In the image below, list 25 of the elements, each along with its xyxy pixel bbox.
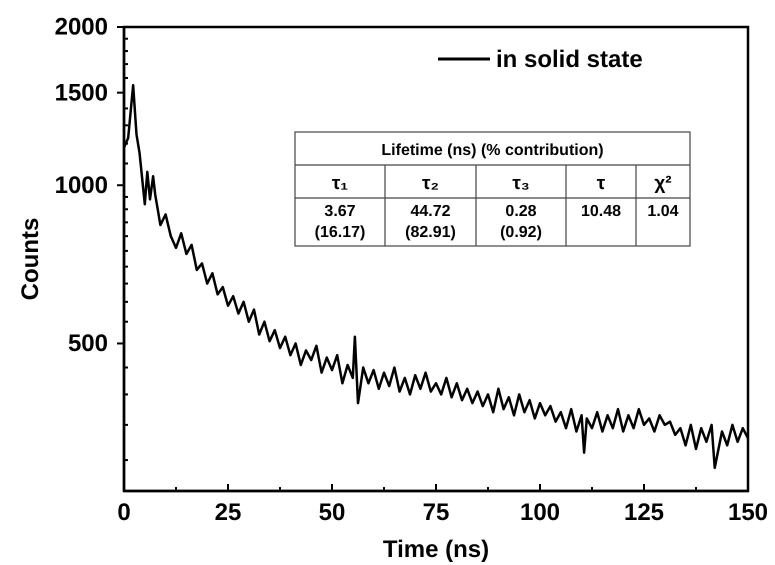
x-axis-title: Time (ns) <box>382 536 490 563</box>
legend-label: in solid state <box>496 46 643 73</box>
y-axis-title: Counts <box>17 218 44 300</box>
x-tick-label: 100 <box>520 499 560 526</box>
annotation: τ₃ <box>512 173 530 194</box>
annotation: 3.67 (16.17) <box>314 203 366 241</box>
annotation: τ₂ <box>422 173 439 194</box>
annotation: τ₁ <box>332 173 348 194</box>
x-tick-label: 150 <box>728 499 768 526</box>
y-tick-label: 1500 <box>54 79 108 106</box>
y-tick-label: 1000 <box>54 172 108 199</box>
annotation: 0.28 (0.92) <box>500 203 542 241</box>
x-tick-label: 75 <box>422 499 450 526</box>
annotation: 1.04 <box>647 203 679 220</box>
annotation: Lifetime (ns) (% contribution) <box>381 142 604 159</box>
x-tick-label: 0 <box>117 499 131 526</box>
y-tick-label: 2000 <box>54 14 108 41</box>
x-tick-label: 25 <box>214 499 242 526</box>
annotation: 44.72 (82.91) <box>405 203 456 241</box>
annotation: 10.48 <box>580 203 622 220</box>
y-tick-label: 500 <box>68 330 108 358</box>
annotation: χ² <box>654 173 672 194</box>
x-tick-label: 50 <box>318 499 346 526</box>
x-tick-label: 125 <box>624 499 664 526</box>
annotation: τ <box>596 173 606 194</box>
